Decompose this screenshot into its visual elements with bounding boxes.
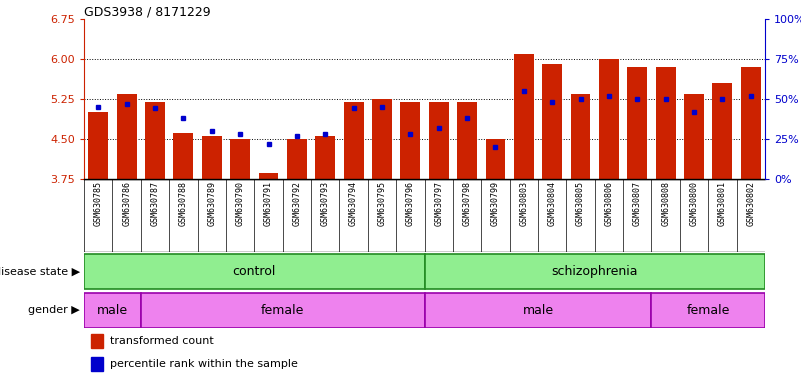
Bar (84, 293, 141, 328)
Bar (425, 254, 765, 289)
Bar (88, 112, 108, 179)
Text: GSM630804: GSM630804 (548, 181, 557, 226)
Bar (599, 59, 619, 179)
Text: GSM630786: GSM630786 (123, 181, 131, 226)
Text: schizophrenia: schizophrenia (552, 265, 638, 278)
Text: GSM630805: GSM630805 (576, 181, 585, 226)
Text: GSM630793: GSM630793 (320, 181, 330, 226)
Text: GSM630807: GSM630807 (633, 181, 642, 226)
Text: GSM630789: GSM630789 (207, 181, 216, 226)
Bar (141, 293, 425, 328)
Text: GSM630792: GSM630792 (292, 181, 301, 226)
Text: GSM630787: GSM630787 (151, 181, 159, 226)
Bar (570, 94, 590, 179)
Bar (145, 101, 165, 179)
Bar (429, 101, 449, 179)
Text: GSM630788: GSM630788 (179, 181, 188, 226)
Bar (627, 67, 647, 179)
Text: GSM630795: GSM630795 (377, 181, 386, 226)
Text: GSM630808: GSM630808 (661, 181, 670, 226)
Bar (514, 54, 533, 179)
Text: female: female (686, 304, 730, 316)
Text: control: control (232, 265, 276, 278)
Bar (117, 94, 137, 179)
Bar (485, 139, 505, 179)
Bar (316, 136, 335, 179)
Bar (91, 357, 103, 371)
Text: GSM630803: GSM630803 (519, 181, 529, 226)
Bar (174, 133, 193, 179)
Text: female: female (261, 304, 304, 316)
Bar (684, 94, 704, 179)
Text: GSM630791: GSM630791 (264, 181, 273, 226)
Bar (457, 101, 477, 179)
Text: GSM630798: GSM630798 (463, 181, 472, 226)
Bar (259, 173, 279, 179)
Bar (651, 293, 765, 328)
Bar (712, 83, 732, 179)
Text: GSM630800: GSM630800 (690, 181, 698, 226)
Text: GDS3938 / 8171229: GDS3938 / 8171229 (84, 5, 211, 18)
Bar (91, 334, 103, 348)
Bar (230, 139, 250, 179)
Bar (656, 67, 675, 179)
Text: transformed count: transformed count (110, 336, 214, 346)
Bar (542, 65, 562, 179)
Text: GSM630801: GSM630801 (718, 181, 727, 226)
Bar (425, 293, 651, 328)
Text: GSM630790: GSM630790 (235, 181, 244, 226)
Text: GSM630794: GSM630794 (349, 181, 358, 226)
Bar (287, 139, 307, 179)
Text: percentile rank within the sample: percentile rank within the sample (110, 359, 298, 369)
Text: GSM630802: GSM630802 (747, 181, 755, 226)
Text: male: male (97, 304, 128, 316)
Bar (202, 136, 222, 179)
Text: GSM630785: GSM630785 (94, 181, 103, 226)
Text: GSM630797: GSM630797 (434, 181, 443, 226)
Bar (344, 101, 364, 179)
Text: disease state ▶: disease state ▶ (0, 266, 80, 277)
Text: male: male (522, 304, 553, 316)
Text: gender ▶: gender ▶ (28, 305, 80, 315)
Bar (372, 99, 392, 179)
Text: GSM630806: GSM630806 (605, 181, 614, 226)
Text: GSM630796: GSM630796 (406, 181, 415, 226)
Text: GSM630799: GSM630799 (491, 181, 500, 226)
Bar (741, 67, 761, 179)
Bar (400, 101, 421, 179)
Bar (84, 254, 425, 289)
